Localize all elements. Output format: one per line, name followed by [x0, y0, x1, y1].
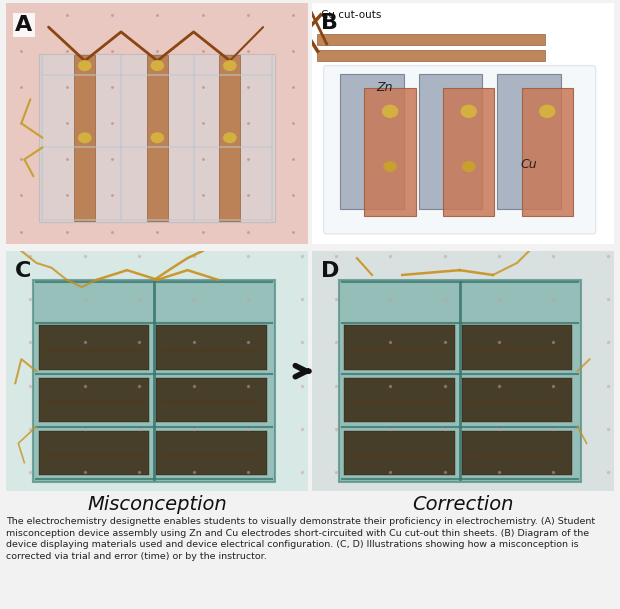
Text: The electrochemistry designette enables students to visually demonstrate their p: The electrochemistry designette enables … — [6, 517, 595, 561]
Text: Cu cut-outs: Cu cut-outs — [321, 10, 381, 20]
Circle shape — [79, 61, 91, 71]
Circle shape — [540, 105, 555, 118]
FancyBboxPatch shape — [317, 33, 545, 44]
Circle shape — [383, 105, 397, 118]
FancyBboxPatch shape — [156, 378, 267, 423]
Text: Cu: Cu — [521, 158, 538, 172]
FancyBboxPatch shape — [462, 378, 572, 423]
FancyBboxPatch shape — [147, 55, 168, 220]
FancyBboxPatch shape — [462, 325, 572, 370]
Circle shape — [151, 133, 163, 143]
Circle shape — [461, 105, 476, 118]
Circle shape — [463, 162, 475, 172]
FancyBboxPatch shape — [219, 55, 241, 220]
FancyBboxPatch shape — [340, 74, 404, 209]
FancyBboxPatch shape — [38, 431, 149, 476]
Text: Misconception: Misconception — [87, 495, 227, 513]
Text: D: D — [321, 261, 339, 281]
FancyBboxPatch shape — [497, 74, 561, 209]
Text: Zn: Zn — [376, 82, 392, 94]
FancyBboxPatch shape — [339, 280, 580, 482]
Circle shape — [79, 133, 91, 143]
FancyBboxPatch shape — [324, 66, 596, 234]
FancyBboxPatch shape — [365, 88, 416, 216]
FancyBboxPatch shape — [33, 280, 275, 482]
FancyBboxPatch shape — [74, 55, 95, 220]
Circle shape — [384, 162, 396, 172]
FancyBboxPatch shape — [38, 325, 149, 370]
Circle shape — [224, 133, 236, 143]
Text: Correction: Correction — [412, 495, 513, 513]
Text: A: A — [16, 15, 32, 35]
FancyBboxPatch shape — [156, 431, 267, 476]
FancyBboxPatch shape — [40, 54, 275, 222]
Text: C: C — [16, 261, 32, 281]
FancyBboxPatch shape — [462, 431, 572, 476]
FancyBboxPatch shape — [317, 51, 545, 62]
FancyBboxPatch shape — [344, 378, 454, 423]
FancyBboxPatch shape — [344, 325, 454, 370]
FancyBboxPatch shape — [38, 378, 149, 423]
Text: B: B — [321, 13, 338, 33]
FancyBboxPatch shape — [521, 88, 573, 216]
FancyBboxPatch shape — [344, 431, 454, 476]
FancyBboxPatch shape — [156, 325, 267, 370]
Circle shape — [224, 61, 236, 71]
Circle shape — [151, 61, 163, 71]
FancyBboxPatch shape — [419, 74, 482, 209]
FancyBboxPatch shape — [443, 88, 494, 216]
